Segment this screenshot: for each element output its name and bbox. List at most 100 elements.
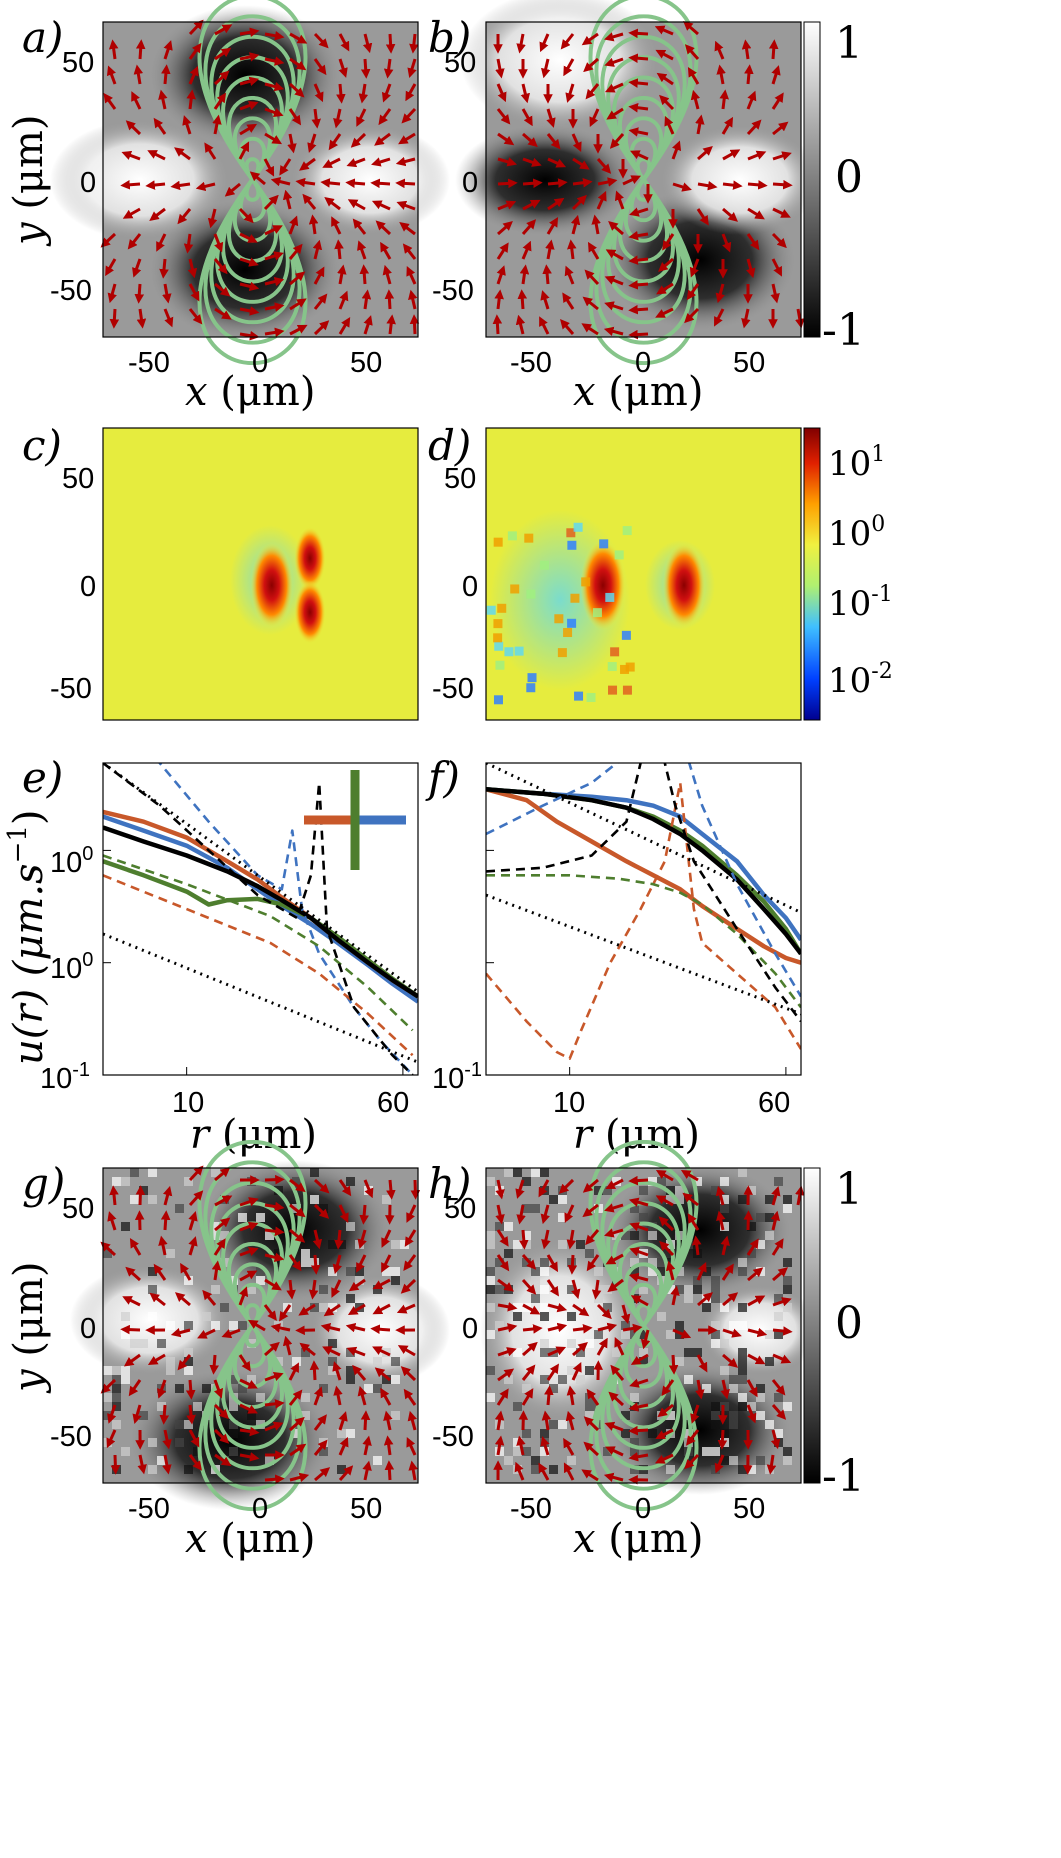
noise-pixel <box>756 1384 765 1393</box>
flow-arrow <box>289 1203 306 1218</box>
noise-pixel <box>558 1240 567 1249</box>
flow-arrow <box>309 1360 320 1381</box>
flow-arrow <box>147 150 166 161</box>
flow-arrow <box>589 108 600 128</box>
xlabel-g-var: x <box>185 1516 208 1562</box>
noise-pixel <box>486 1393 495 1402</box>
flow-arrow <box>282 1335 293 1356</box>
noise-pixel <box>247 1375 256 1384</box>
noise-pixel <box>504 1456 513 1465</box>
ytick-a-50: 50 <box>62 47 94 79</box>
panel-d-hotspots <box>490 510 715 690</box>
flow-arrow <box>320 178 341 188</box>
ytick-a-neg50: -50 <box>50 275 92 307</box>
colorbar-gray-bottom-bar <box>803 1167 821 1484</box>
xtick-f-10: 10 <box>553 1087 585 1119</box>
flow-arrow <box>655 307 674 318</box>
streamline <box>608 180 679 302</box>
flow-arrow <box>212 114 222 135</box>
noise-pixel <box>630 1231 639 1240</box>
flow-arrow <box>174 147 191 161</box>
flow-arrow <box>288 108 302 126</box>
noise-pixel <box>531 1294 540 1303</box>
noise-pixel <box>630 1438 639 1447</box>
flow-arrow <box>521 219 537 235</box>
flow-arrow <box>122 207 141 219</box>
noise-pixel <box>247 1285 256 1294</box>
flow-arrow <box>162 1185 173 1206</box>
flow-arrow <box>521 108 533 127</box>
flow-arrow <box>214 1195 233 1207</box>
flow-arrow <box>384 289 395 310</box>
flow-arrow <box>264 31 285 41</box>
flow-arrow <box>135 39 146 60</box>
noise-pixel <box>121 1312 130 1321</box>
flow-arrow <box>264 302 285 312</box>
flow-arrow <box>264 1226 285 1237</box>
flow-arrow <box>312 1229 323 1250</box>
flow-arrow <box>408 289 418 310</box>
flow-arrow <box>188 1211 198 1231</box>
noise-pixel <box>211 1222 220 1231</box>
flow-arrow <box>539 33 550 53</box>
flow-arrow <box>370 178 391 189</box>
flow-arrow <box>571 194 587 211</box>
noise-pixel <box>495 1321 504 1330</box>
noise-pixel <box>747 1402 756 1411</box>
panel-e-lines <box>103 763 418 1076</box>
noise-pixel <box>738 1258 747 1267</box>
noise-pixel <box>549 1195 558 1204</box>
flow-arrow <box>239 1270 258 1282</box>
flow-arrow <box>213 258 228 275</box>
flow-arrow <box>298 1303 316 1316</box>
flow-arrow <box>213 70 230 86</box>
ylabel-a: y (μm) <box>6 115 52 247</box>
flow-arrow <box>362 33 373 54</box>
flow-arrow <box>614 1336 625 1356</box>
noise-pixel <box>765 1231 774 1240</box>
noise-pixel <box>486 605 496 615</box>
noise-pixel <box>346 1222 355 1231</box>
noise-pixel <box>184 1276 193 1285</box>
panel-d-frame <box>485 427 802 721</box>
ytick-h-0: 0 <box>462 1313 478 1345</box>
flow-arrow <box>195 181 216 192</box>
hotspot <box>662 542 706 628</box>
flow-arrow <box>188 1236 198 1256</box>
flow-arrow <box>521 1388 534 1406</box>
flow-arrow <box>239 306 260 316</box>
colorbar-jet-tick-1: 101 <box>828 442 885 484</box>
noise-pixel <box>711 1339 720 1348</box>
flow-arrow <box>264 225 283 236</box>
flow-arrow <box>406 265 417 285</box>
flow-arrow <box>655 49 674 61</box>
flow-arrow <box>213 1403 229 1420</box>
noise-pixel <box>720 1429 729 1438</box>
noise-pixel <box>612 1348 621 1357</box>
flow-arrow <box>279 158 292 176</box>
ytick-c-0: 0 <box>80 571 96 603</box>
noise-pixel <box>531 1465 540 1474</box>
noise-pixel <box>630 1258 639 1267</box>
flow-arrow <box>768 39 779 60</box>
ytick-e-10-exp: 0 <box>82 843 93 865</box>
flow-arrow <box>628 78 649 88</box>
row1-axes: 50 0 -50 50 0 -50 -50 0 50 -50 0 50 x (μ… <box>6 47 765 415</box>
flow-arrow <box>238 141 250 160</box>
flow-arrow <box>381 1254 392 1273</box>
flow-arrow <box>270 1323 291 1333</box>
flow-arrow <box>209 1354 219 1375</box>
flow-arrow <box>597 1322 618 1333</box>
flow-arrow <box>313 1203 330 1219</box>
xtick-h-50: 50 <box>733 1493 765 1525</box>
noise-pixel <box>675 1330 684 1339</box>
noise-pixel <box>486 1177 495 1186</box>
flow-arrow <box>521 1364 536 1381</box>
noise-pixel <box>765 1330 774 1339</box>
flow-arrow <box>558 1178 575 1194</box>
noise-pixel <box>620 664 630 674</box>
streamline <box>596 16 690 179</box>
noise-pixel <box>540 1168 549 1177</box>
flow-arrow <box>629 207 649 217</box>
flow-arrow <box>545 239 555 260</box>
